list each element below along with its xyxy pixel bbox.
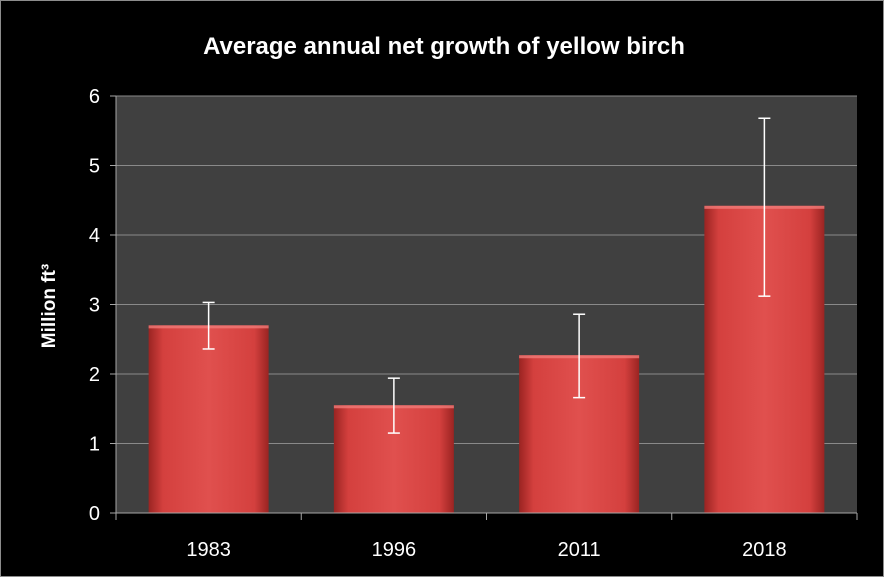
y-tick-label: 0 (89, 503, 100, 525)
x-tick-label-2018: 2018 (742, 539, 787, 561)
y-tick-label: 6 (89, 86, 100, 108)
y-tick-label: 5 (89, 156, 100, 178)
x-tick-label-2011: 2011 (558, 539, 601, 561)
y-tick-label: 3 (89, 295, 100, 317)
y-tick-label: 2 (89, 364, 100, 386)
x-tick-label-1996: 1996 (372, 539, 417, 561)
bar-1983 (148, 325, 269, 513)
chart-title: Average annual net growth of yellow birc… (203, 33, 685, 60)
x-tick-label-1983: 1983 (186, 539, 231, 561)
y-axis-label: Million ft³ (39, 264, 60, 348)
y-tick-label: 4 (89, 225, 100, 247)
y-tick-label: 1 (89, 434, 100, 456)
